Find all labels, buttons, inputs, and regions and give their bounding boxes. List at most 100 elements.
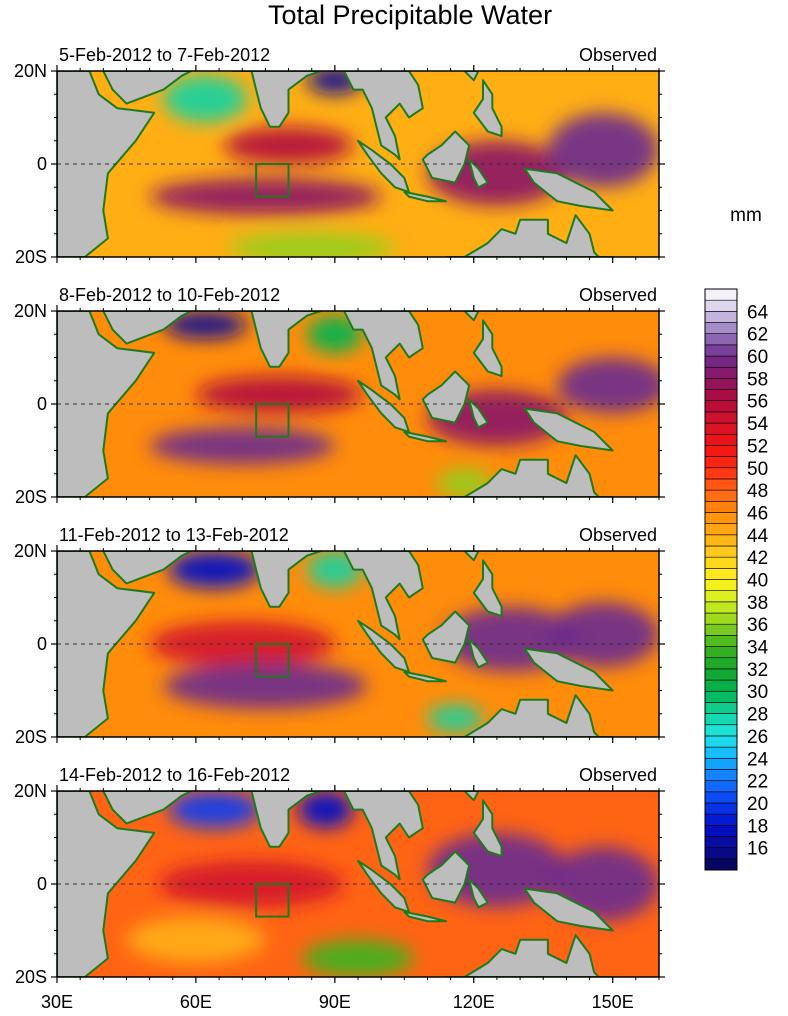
panel-period: 8-Feb-2012 to 10-Feb-2012 — [59, 285, 280, 305]
colorbar-swatch — [704, 836, 738, 848]
colorbar-swatch — [704, 311, 738, 323]
colorbar-tick-label: 22 — [747, 772, 768, 793]
tpw-feature — [195, 376, 363, 414]
land-polygon — [403, 430, 447, 443]
tpw-feature — [163, 311, 247, 339]
colorbar-swatch — [704, 612, 738, 625]
colorbar-swatch — [704, 344, 738, 357]
colorbar-tick-label: 34 — [747, 638, 769, 659]
land-polygon — [445, 694, 614, 737]
colorbar-swatch — [704, 702, 738, 714]
land-polygon — [463, 71, 480, 82]
tpw-feature — [149, 427, 335, 465]
tpw-feature — [297, 791, 354, 829]
land-polygon — [472, 79, 503, 138]
y-tick-label: 20S — [15, 727, 47, 747]
panel-label: Observed — [579, 285, 657, 305]
land-polygon — [421, 370, 471, 424]
land-polygon — [102, 311, 193, 345]
map-panel-4: 14-Feb-2012 to 16-Feb-2012 Observed 20N 0 20… — [14, 765, 665, 987]
land-polygon — [102, 791, 193, 825]
y-tick-label: 0 — [37, 634, 47, 654]
land-polygon — [343, 551, 424, 641]
tpw-feature — [228, 233, 396, 257]
figure-title: Total Precipitable Water — [268, 0, 552, 30]
land-polygon — [445, 214, 614, 257]
colorbar-swatch — [704, 556, 738, 569]
land-polygon — [421, 850, 471, 904]
panel-period: 5-Feb-2012 to 7-Feb-2012 — [59, 45, 270, 65]
map-panel-3: 11-Feb-2012 to 13-Feb-2012 Observed 20N 0 20… — [14, 525, 665, 747]
colorbar-tick-label: 28 — [747, 705, 768, 726]
x-axis: 30E 60E 90E 120E 150E — [41, 992, 634, 1012]
land-polygon — [445, 454, 614, 497]
y-tick-label: 20S — [15, 247, 47, 267]
colorbar-swatch — [704, 500, 738, 513]
land-polygon — [468, 878, 489, 909]
colorbar-swatch — [704, 780, 738, 793]
colorbar-tick-label: 44 — [747, 526, 769, 547]
land-polygon — [232, 71, 322, 128]
tpw-feature — [168, 791, 261, 829]
colorbar: 1618202224262830323436384042444648505254… — [704, 288, 769, 871]
land-polygon — [472, 559, 503, 618]
colorbar-swatch — [704, 802, 738, 815]
land-polygon — [523, 407, 614, 452]
colorbar-tick-label: 56 — [747, 392, 768, 413]
colorbar-tick-label: 52 — [747, 436, 768, 457]
land-polygon — [463, 311, 480, 322]
panel-field — [57, 551, 659, 737]
land-polygon — [232, 311, 322, 368]
tpw-feature — [163, 75, 247, 123]
land-polygon — [102, 551, 193, 585]
panel-label: Observed — [579, 45, 657, 65]
colorbar-swatch — [704, 411, 738, 424]
colorbar-swatch — [704, 579, 738, 591]
map-panel-1: 5-Feb-2012 to 7-Feb-2012 Observed 20N 0 20S — [14, 45, 665, 267]
colorbar-tick-label: 64 — [747, 302, 769, 323]
colorbar-frame — [704, 288, 738, 871]
panel-period: 11-Feb-2012 to 13-Feb-2012 — [59, 525, 289, 545]
colorbar-swatch — [704, 400, 738, 413]
tpw-feature — [163, 662, 368, 710]
land-polygon — [403, 670, 447, 683]
colorbar-tick-label: 18 — [747, 816, 768, 837]
colorbar-swatch — [704, 545, 738, 558]
colorbar-swatch — [704, 724, 738, 737]
colorbar-swatch — [704, 679, 738, 692]
panel-label: Observed — [579, 525, 657, 545]
colorbar-swatch — [704, 813, 738, 826]
colorbar-swatch — [704, 512, 738, 524]
tpw-feature — [557, 357, 659, 414]
tpw-feature — [223, 126, 354, 164]
x-tick-label: 30E — [41, 992, 73, 1012]
land-polygon — [403, 190, 447, 203]
y-tick-label: 20S — [15, 967, 47, 987]
colorbar-tick-label: 38 — [747, 593, 768, 614]
map-panels: 5-Feb-2012 to 7-Feb-2012 Observed20N020S8… — [14, 45, 665, 987]
colorbar-swatch — [704, 534, 738, 547]
land-polygon — [472, 319, 503, 378]
colorbar-swatch — [704, 467, 738, 480]
y-tick-label: 0 — [37, 154, 47, 174]
land-polygon — [463, 791, 480, 802]
colorbar-swatch — [704, 445, 738, 457]
colorbar-tick-label: 16 — [747, 839, 768, 860]
colorbar-swatch — [704, 433, 738, 446]
colorbar-tick-label: 32 — [747, 660, 768, 681]
colorbar-swatch — [704, 568, 738, 580]
colorbar-swatch — [704, 646, 738, 659]
land-polygon — [343, 791, 424, 881]
colorbar-swatch — [704, 635, 738, 647]
panel-field — [57, 71, 659, 257]
study-box — [255, 883, 290, 918]
colorbar-tick-label: 26 — [747, 727, 768, 748]
colorbar-swatch — [704, 523, 738, 536]
colorbar-swatch — [704, 690, 738, 703]
x-tick-label: 60E — [180, 992, 212, 1012]
land-polygon — [232, 791, 322, 848]
colorbar-swatch — [704, 378, 738, 390]
land-polygon — [343, 311, 424, 401]
colorbar-swatch — [704, 422, 738, 435]
colorbar-swatch — [704, 389, 738, 402]
